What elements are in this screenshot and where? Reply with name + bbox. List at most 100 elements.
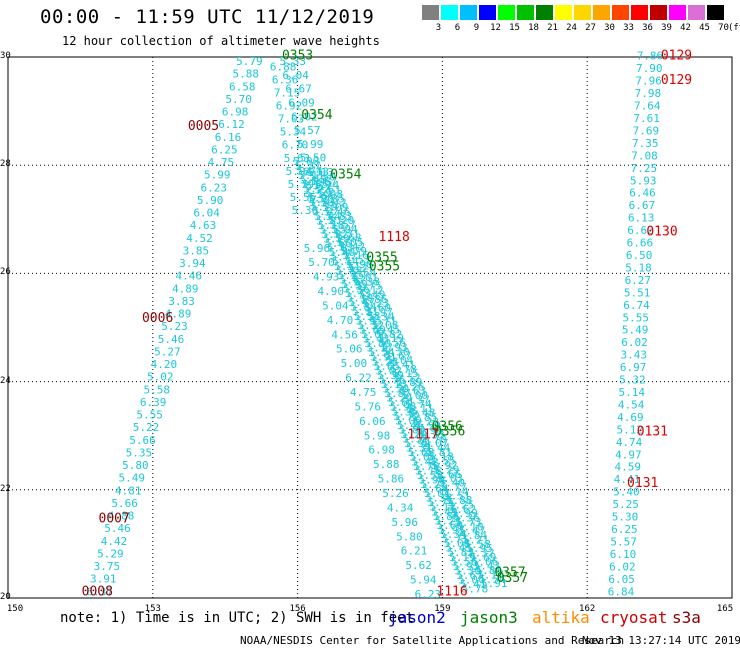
swh-value: 6.92 [276,100,303,113]
swh-value: 5.79 [288,178,315,191]
dense-swh-mark: 5.48 [409,407,436,420]
swh-value: 6.70 [282,139,309,152]
dense-swh-mark: 5.99 [451,507,478,520]
swh-value: 5.35 [126,446,153,459]
legend-unit: (ft) [728,23,740,33]
x-tick-label: 159 [434,604,451,614]
dense-swh-mark: 5.07 [422,437,449,450]
dense-swh-mark: 5.69 [470,551,497,564]
dense-swh-mark: 5.40 [438,477,465,490]
time-label: 0131 [637,425,668,440]
legend-swatch [536,5,553,20]
legend-label: 6 [454,23,461,33]
footer-timestamp: Nov 13 13:27:14 UTC 2019 [582,634,740,647]
swh-value: 4.34 [387,501,414,514]
swh-value: 7.90 [636,62,663,75]
dense-swh-mark: 5.16 [415,464,442,477]
dense-swh-mark: 5.41 [389,358,416,371]
dense-swh-mark: 5.20 [328,214,355,227]
time-label: 0130 [646,225,677,240]
dense-swh-mark: 5.33 [418,428,445,441]
swh-value: 6.21 [401,545,428,558]
swh-value: 5.30 [292,204,319,217]
dense-swh-mark: 5.35 [392,405,419,418]
swh-value: 6.13 [628,212,655,225]
swh-value: 6.02 [609,560,636,573]
dense-swh-mark: 5.89 [396,376,423,389]
dense-swh-mark: 5.13 [381,378,408,391]
dense-swh-mark: 5.98 [316,188,343,201]
legend-label: 24 [566,23,577,33]
dense-swh-mark: 5.08 [444,537,471,550]
y-tick-label: 30 [0,51,11,61]
dense-swh-mark: 5.91 [481,577,508,590]
swh-value: 4.20 [151,358,178,371]
swh-value: 4.89 [165,308,192,321]
swh-value: 5.40 [613,486,640,499]
dense-swh-mark: 5.62 [450,503,477,516]
dense-swh-mark: 5.50 [383,383,410,396]
swh-value: 7.35 [632,137,659,150]
swh-value: 5.22 [133,421,160,434]
legend-label: 70 [718,23,729,33]
dense-swh-mark: 5.49 [431,505,458,518]
dense-swh-mark: 5.22 [413,415,440,428]
dense-swh-mark: 5.01 [424,487,451,500]
swh-value: 6.04 [193,207,220,220]
dense-swh-mark: 5.83 [326,210,353,223]
dense-swh-mark: 5.97 [366,306,393,319]
dense-swh-mark: 5.71 [370,315,397,328]
dense-swh-mark: 5.40 [329,246,356,259]
satellite-altika: altika [532,608,590,627]
legend-swatch [479,5,496,20]
legend-label: 45 [699,23,710,33]
dense-swh-mark: 5.54 [368,346,395,359]
dense-swh-mark: 5.67 [385,350,412,363]
swh-value: 4.46 [176,270,203,283]
dense-swh-mark: 5.34 [440,528,467,541]
dense-swh-mark: 5.05 [410,451,437,464]
dense-swh-mark: 5.55 [320,223,347,236]
swh-value: 5.26 [382,487,409,500]
legend-swatch [707,5,724,20]
swh-value: 5.63 [284,152,311,165]
swh-value: 4.41 [614,473,641,486]
dense-swh-mark: 5.70 [311,201,338,214]
swh-value: 3.43 [621,349,648,362]
satellite-jason3: jason3 [460,608,518,627]
dense-swh-mark: 5.20 [401,428,428,441]
swh-value: 3.75 [94,560,121,573]
dense-swh-mark: 5.96 [307,192,334,205]
dense-swh-mark: 5.12 [357,284,384,297]
swh-value: 4.56 [331,328,358,341]
swh-value: 5.62 [405,559,432,572]
time-label: 0353 [282,49,313,64]
dense-swh-mark: 5.41 [460,578,487,591]
swh-value: 4.63 [190,219,217,232]
dense-swh-mark: 5.09 [395,414,422,427]
swh-value: 4.75 [350,386,377,399]
time-label: 0355 [366,250,397,265]
dense-swh-mark: 5.61 [388,396,415,409]
dense-swh-mark: 5.43 [474,560,501,573]
swh-value: 6.22 [345,372,372,385]
dense-swh-mark: 5.84 [461,529,488,542]
dense-swh-mark: 5.30 [383,345,410,358]
legend-label: 30 [604,23,615,33]
swh-value: 4.88 [108,510,135,523]
dense-swh-mark: 5.81 [316,214,343,227]
swh-value: 6.13 [303,165,330,178]
dense-swh-mark: 5.31 [333,227,360,240]
dense-swh-mark: 5.45 [374,323,401,336]
dense-swh-mark: 5.36 [453,512,480,525]
dense-swh-mark: 5.55 [429,455,456,468]
dense-swh-mark: 5.61 [315,184,342,197]
dense-swh-mark: 5.58 [464,538,491,551]
dense-swh-mark: 5.47 [348,296,375,309]
dense-swh-mark: 5.23 [363,297,390,310]
dense-swh-mark: 5.04 [458,573,485,586]
swh-value: 6.09 [288,97,315,110]
dense-swh-mark: 5.92 [322,228,349,241]
time-label: 1116 [436,584,467,599]
